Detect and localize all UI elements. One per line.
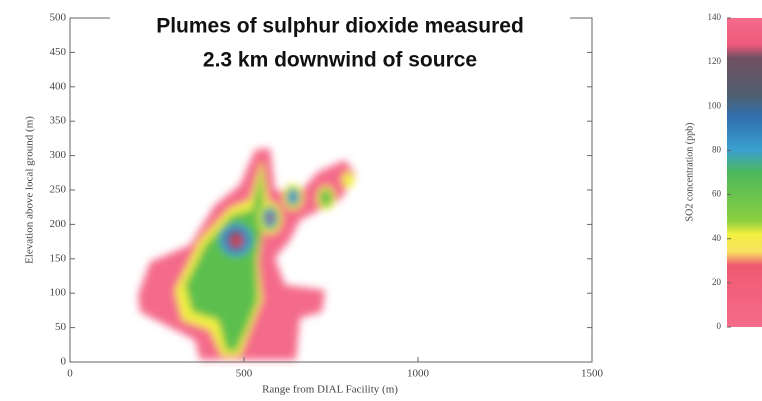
x-tick-label: 1500 xyxy=(581,368,604,380)
colorbar-label: SO2 concentration (ppb) xyxy=(684,123,695,222)
y-tick-label: 350 xyxy=(50,115,67,127)
colorbar-tick-label: 0 xyxy=(717,321,722,331)
x-tick-label: 500 xyxy=(236,368,253,380)
y-tick-label: 450 xyxy=(50,46,67,58)
x-axis-label: Range from DIAL Facility (m) xyxy=(262,384,398,396)
title-bg xyxy=(158,48,524,74)
colorbar-tick-label: 40 xyxy=(712,233,722,243)
chart-title: Plumes of sulphur dioxide measured xyxy=(156,15,524,38)
x-tick-label: 0 xyxy=(67,368,73,380)
x-tick-label: 1000 xyxy=(407,368,430,380)
plume xyxy=(138,148,356,360)
y-tick-label: 50 xyxy=(55,321,67,333)
colorbar-tick-label: 100 xyxy=(708,100,722,110)
colorbar xyxy=(727,18,762,327)
colorbar-tick-label: 140 xyxy=(708,12,722,22)
colorbar-tick-label: 80 xyxy=(712,144,722,154)
y-tick-label: 500 xyxy=(50,12,67,24)
y-axis-label: Elevation above local ground (m) xyxy=(24,116,36,264)
chart-title: 2.3 km downwind of source xyxy=(203,49,477,72)
y-tick-label: 0 xyxy=(61,356,67,368)
colorbar-tick-label: 120 xyxy=(708,56,722,66)
y-tick-label: 300 xyxy=(50,149,67,161)
y-tick-label: 100 xyxy=(50,287,67,299)
title-bg xyxy=(110,14,570,34)
y-tick-label: 250 xyxy=(50,184,67,196)
y-tick-label: 150 xyxy=(50,252,67,264)
colorbar-tick-label: 60 xyxy=(712,189,722,199)
y-tick-label: 200 xyxy=(50,218,67,230)
y-tick-label: 400 xyxy=(50,80,67,92)
colorbar-tick-label: 20 xyxy=(712,277,722,287)
